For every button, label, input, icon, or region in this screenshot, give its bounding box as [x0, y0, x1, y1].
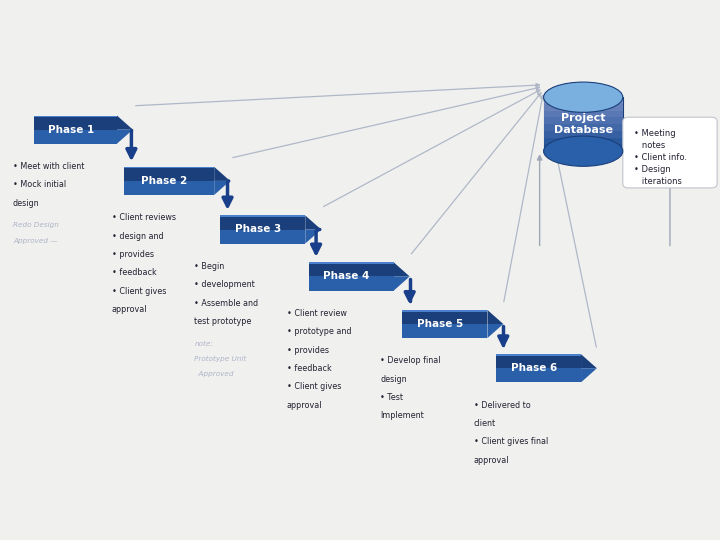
- Text: • development: • development: [194, 280, 255, 289]
- Text: design: design: [13, 199, 40, 208]
- Polygon shape: [402, 310, 487, 312]
- Text: • Delivered to: • Delivered to: [474, 401, 531, 410]
- Polygon shape: [117, 116, 133, 130]
- Text: approval: approval: [474, 456, 509, 465]
- Text: • Client review: • Client review: [287, 309, 346, 318]
- Text: Approved: Approved: [194, 371, 234, 377]
- Text: approval: approval: [287, 401, 322, 410]
- Polygon shape: [305, 215, 321, 230]
- Text: • feedback: • feedback: [287, 364, 331, 373]
- Text: • feedback: • feedback: [112, 268, 156, 278]
- Polygon shape: [487, 310, 503, 324]
- Polygon shape: [215, 167, 230, 181]
- Polygon shape: [394, 276, 410, 291]
- Text: note:: note:: [194, 341, 213, 347]
- Polygon shape: [544, 111, 623, 117]
- Text: iterations: iterations: [634, 177, 682, 186]
- FancyBboxPatch shape: [623, 117, 717, 188]
- Polygon shape: [544, 131, 623, 138]
- Polygon shape: [124, 181, 215, 195]
- Text: • design and: • design and: [112, 232, 163, 241]
- Polygon shape: [544, 138, 623, 145]
- Polygon shape: [496, 368, 581, 382]
- Text: • Assemble and: • Assemble and: [194, 299, 258, 308]
- Text: • provides: • provides: [112, 250, 153, 259]
- Text: Phase 3: Phase 3: [235, 225, 282, 234]
- Polygon shape: [487, 324, 503, 338]
- Polygon shape: [215, 181, 230, 195]
- Text: notes: notes: [634, 141, 665, 150]
- Text: • Client gives final: • Client gives final: [474, 437, 548, 447]
- Polygon shape: [34, 116, 117, 117]
- Polygon shape: [34, 130, 117, 144]
- Polygon shape: [34, 116, 117, 130]
- Polygon shape: [544, 117, 623, 124]
- Polygon shape: [544, 97, 623, 104]
- Polygon shape: [581, 354, 597, 368]
- Text: Phase 1: Phase 1: [48, 125, 94, 134]
- Text: • Meeting: • Meeting: [634, 129, 676, 138]
- Text: • Begin: • Begin: [194, 262, 225, 271]
- Ellipse shape: [544, 136, 623, 166]
- Text: Approved —: Approved —: [13, 238, 58, 244]
- Polygon shape: [402, 324, 487, 338]
- Polygon shape: [220, 215, 305, 217]
- Text: • Meet with client: • Meet with client: [13, 162, 84, 171]
- Text: • Develop final: • Develop final: [380, 356, 441, 366]
- Polygon shape: [220, 215, 305, 230]
- Text: • Mock initial: • Mock initial: [13, 180, 66, 190]
- Polygon shape: [220, 230, 305, 244]
- Text: • Client gives: • Client gives: [112, 287, 166, 296]
- FancyBboxPatch shape: [544, 97, 623, 151]
- Polygon shape: [305, 230, 321, 244]
- Polygon shape: [544, 145, 623, 151]
- Polygon shape: [309, 262, 394, 276]
- Text: Implement: Implement: [380, 411, 424, 421]
- Polygon shape: [394, 262, 410, 276]
- Text: • Client info.: • Client info.: [634, 153, 688, 162]
- Polygon shape: [124, 167, 215, 168]
- Polygon shape: [544, 124, 623, 131]
- Polygon shape: [544, 104, 623, 111]
- Text: Phase 5: Phase 5: [417, 319, 464, 329]
- Text: test prototype: test prototype: [194, 317, 252, 326]
- Polygon shape: [581, 368, 597, 382]
- Text: client: client: [474, 419, 496, 428]
- Text: • provides: • provides: [287, 346, 328, 355]
- Text: • Design: • Design: [634, 165, 671, 174]
- Text: • prototype and: • prototype and: [287, 327, 351, 336]
- Text: design: design: [380, 375, 407, 384]
- Polygon shape: [402, 310, 487, 324]
- Polygon shape: [309, 276, 394, 291]
- Text: Phase 4: Phase 4: [323, 272, 370, 281]
- Polygon shape: [496, 354, 581, 356]
- Text: Prototype Unit: Prototype Unit: [194, 356, 247, 362]
- Text: Phase 6: Phase 6: [510, 363, 557, 373]
- Text: • Test: • Test: [380, 393, 403, 402]
- Polygon shape: [117, 130, 133, 144]
- Text: approval: approval: [112, 305, 147, 314]
- Polygon shape: [124, 167, 215, 181]
- Text: Phase 2: Phase 2: [141, 176, 188, 186]
- Text: Project
Database: Project Database: [554, 113, 613, 135]
- Text: • Client reviews: • Client reviews: [112, 213, 176, 222]
- Polygon shape: [309, 262, 394, 264]
- Text: • Client gives: • Client gives: [287, 382, 341, 392]
- Polygon shape: [496, 354, 581, 368]
- Text: Redo Design: Redo Design: [13, 222, 59, 228]
- Ellipse shape: [544, 82, 623, 112]
